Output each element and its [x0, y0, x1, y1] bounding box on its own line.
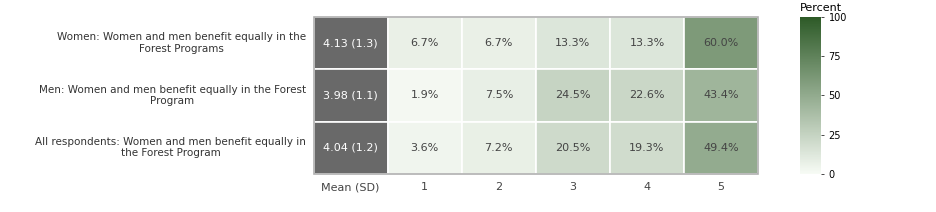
Bar	[314, 69, 388, 121]
Bar	[314, 17, 758, 174]
Text: 6.7%: 6.7%	[411, 38, 439, 48]
Bar	[610, 69, 684, 121]
Bar	[461, 69, 536, 121]
Text: 1.9%: 1.9%	[411, 90, 439, 100]
Bar	[461, 121, 536, 174]
Bar	[610, 17, 684, 69]
Text: Percent: Percent	[800, 3, 842, 13]
Text: 4: 4	[643, 182, 651, 192]
Text: 1: 1	[421, 182, 428, 192]
Bar	[314, 17, 388, 69]
Text: 3.6%: 3.6%	[411, 143, 439, 153]
Text: Women: Women and men benefit equally in the
Forest Programs: Women: Women and men benefit equally in …	[57, 32, 306, 54]
Text: 6.7%: 6.7%	[485, 38, 513, 48]
Text: 43.4%: 43.4%	[703, 90, 739, 100]
Text: 13.3%: 13.3%	[555, 38, 591, 48]
Text: 22.6%: 22.6%	[629, 90, 665, 100]
Text: 4.04 (1.2): 4.04 (1.2)	[323, 143, 378, 153]
Bar	[684, 121, 758, 174]
Bar	[536, 69, 610, 121]
Bar	[314, 121, 388, 174]
Bar	[388, 121, 461, 174]
Text: 60.0%: 60.0%	[704, 38, 739, 48]
Bar	[684, 69, 758, 121]
Text: 3.98 (1.1): 3.98 (1.1)	[323, 90, 378, 100]
Text: Mean (SD): Mean (SD)	[321, 182, 380, 192]
Text: Men: Women and men benefit equally in the Forest
Program: Men: Women and men benefit equally in th…	[39, 85, 306, 106]
Bar	[461, 17, 536, 69]
Bar	[684, 17, 758, 69]
Text: 7.2%: 7.2%	[485, 143, 513, 153]
Text: 2: 2	[495, 182, 503, 192]
Text: All respondents: Women and men benefit equally in
the Forest Program: All respondents: Women and men benefit e…	[36, 137, 306, 159]
Text: 13.3%: 13.3%	[629, 38, 665, 48]
Bar	[536, 17, 610, 69]
Bar	[388, 69, 461, 121]
Bar	[610, 121, 684, 174]
Text: 4.13 (1.3): 4.13 (1.3)	[323, 38, 378, 48]
Bar	[388, 17, 461, 69]
Text: 49.4%: 49.4%	[703, 143, 739, 153]
Text: 5: 5	[718, 182, 724, 192]
Text: 3: 3	[569, 182, 577, 192]
Text: 19.3%: 19.3%	[629, 143, 665, 153]
Text: 24.5%: 24.5%	[555, 90, 591, 100]
Text: 20.5%: 20.5%	[555, 143, 591, 153]
Text: 7.5%: 7.5%	[485, 90, 513, 100]
Bar	[536, 121, 610, 174]
